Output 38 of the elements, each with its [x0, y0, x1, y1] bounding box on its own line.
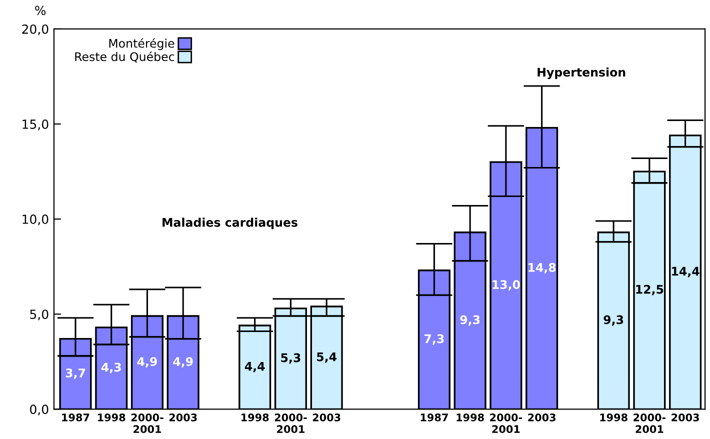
y-tick-label: 15,0: [22, 119, 48, 130]
x-tick-label: 2000- 2001: [274, 414, 307, 434]
x-tick-label: 2003: [312, 414, 340, 422]
data-label: 3,7: [66, 368, 85, 379]
data-label: 5,3: [281, 353, 300, 364]
legend-label: Reste du Québec: [75, 52, 174, 62]
data-label: 14,8: [528, 262, 556, 274]
x-tick-label: 2000- 2001: [634, 414, 666, 434]
y-axis-title: %: [35, 6, 46, 16]
x-tick-label: 1987: [62, 414, 90, 422]
x-tick-label: 2003: [169, 414, 197, 422]
legend-label: Montérégie: [109, 38, 174, 50]
data-label: 9,3: [460, 315, 480, 326]
data-label: 5,4: [317, 352, 336, 363]
y-tick-label: 20,0: [22, 24, 48, 36]
x-tick-label: 1998: [98, 414, 126, 422]
x-tick-label: 1998: [456, 414, 484, 422]
y-tick-label: 5,0: [30, 310, 48, 320]
data-label: 13,0: [492, 280, 520, 291]
x-tick-label: 2003: [672, 414, 699, 422]
data-label: 4,9: [137, 357, 157, 368]
x-tick-label: 2003: [528, 414, 556, 422]
x-tick-label: 2000- 2001: [131, 414, 164, 434]
x-tick-label: 1987: [420, 414, 448, 422]
x-tick-label: 1998: [600, 414, 628, 422]
data-label: 12,5: [636, 284, 664, 296]
y-tick-label: 10,0: [22, 214, 48, 226]
data-label: 14,4: [672, 266, 700, 278]
data-label: 4,4: [244, 362, 265, 372]
annotation: Maladies cardiaques: [162, 218, 298, 230]
data-label: 4,3: [101, 362, 121, 374]
x-tick-label: 1998: [242, 414, 269, 422]
data-label: 9,3: [604, 315, 624, 326]
data-label: 4,9: [173, 357, 193, 368]
x-tick-label: 2000- 2001: [490, 414, 522, 434]
annotation: Hypertension: [538, 68, 626, 80]
y-tick-label: 0,0: [30, 404, 48, 416]
data-label: 7,3: [424, 334, 444, 345]
